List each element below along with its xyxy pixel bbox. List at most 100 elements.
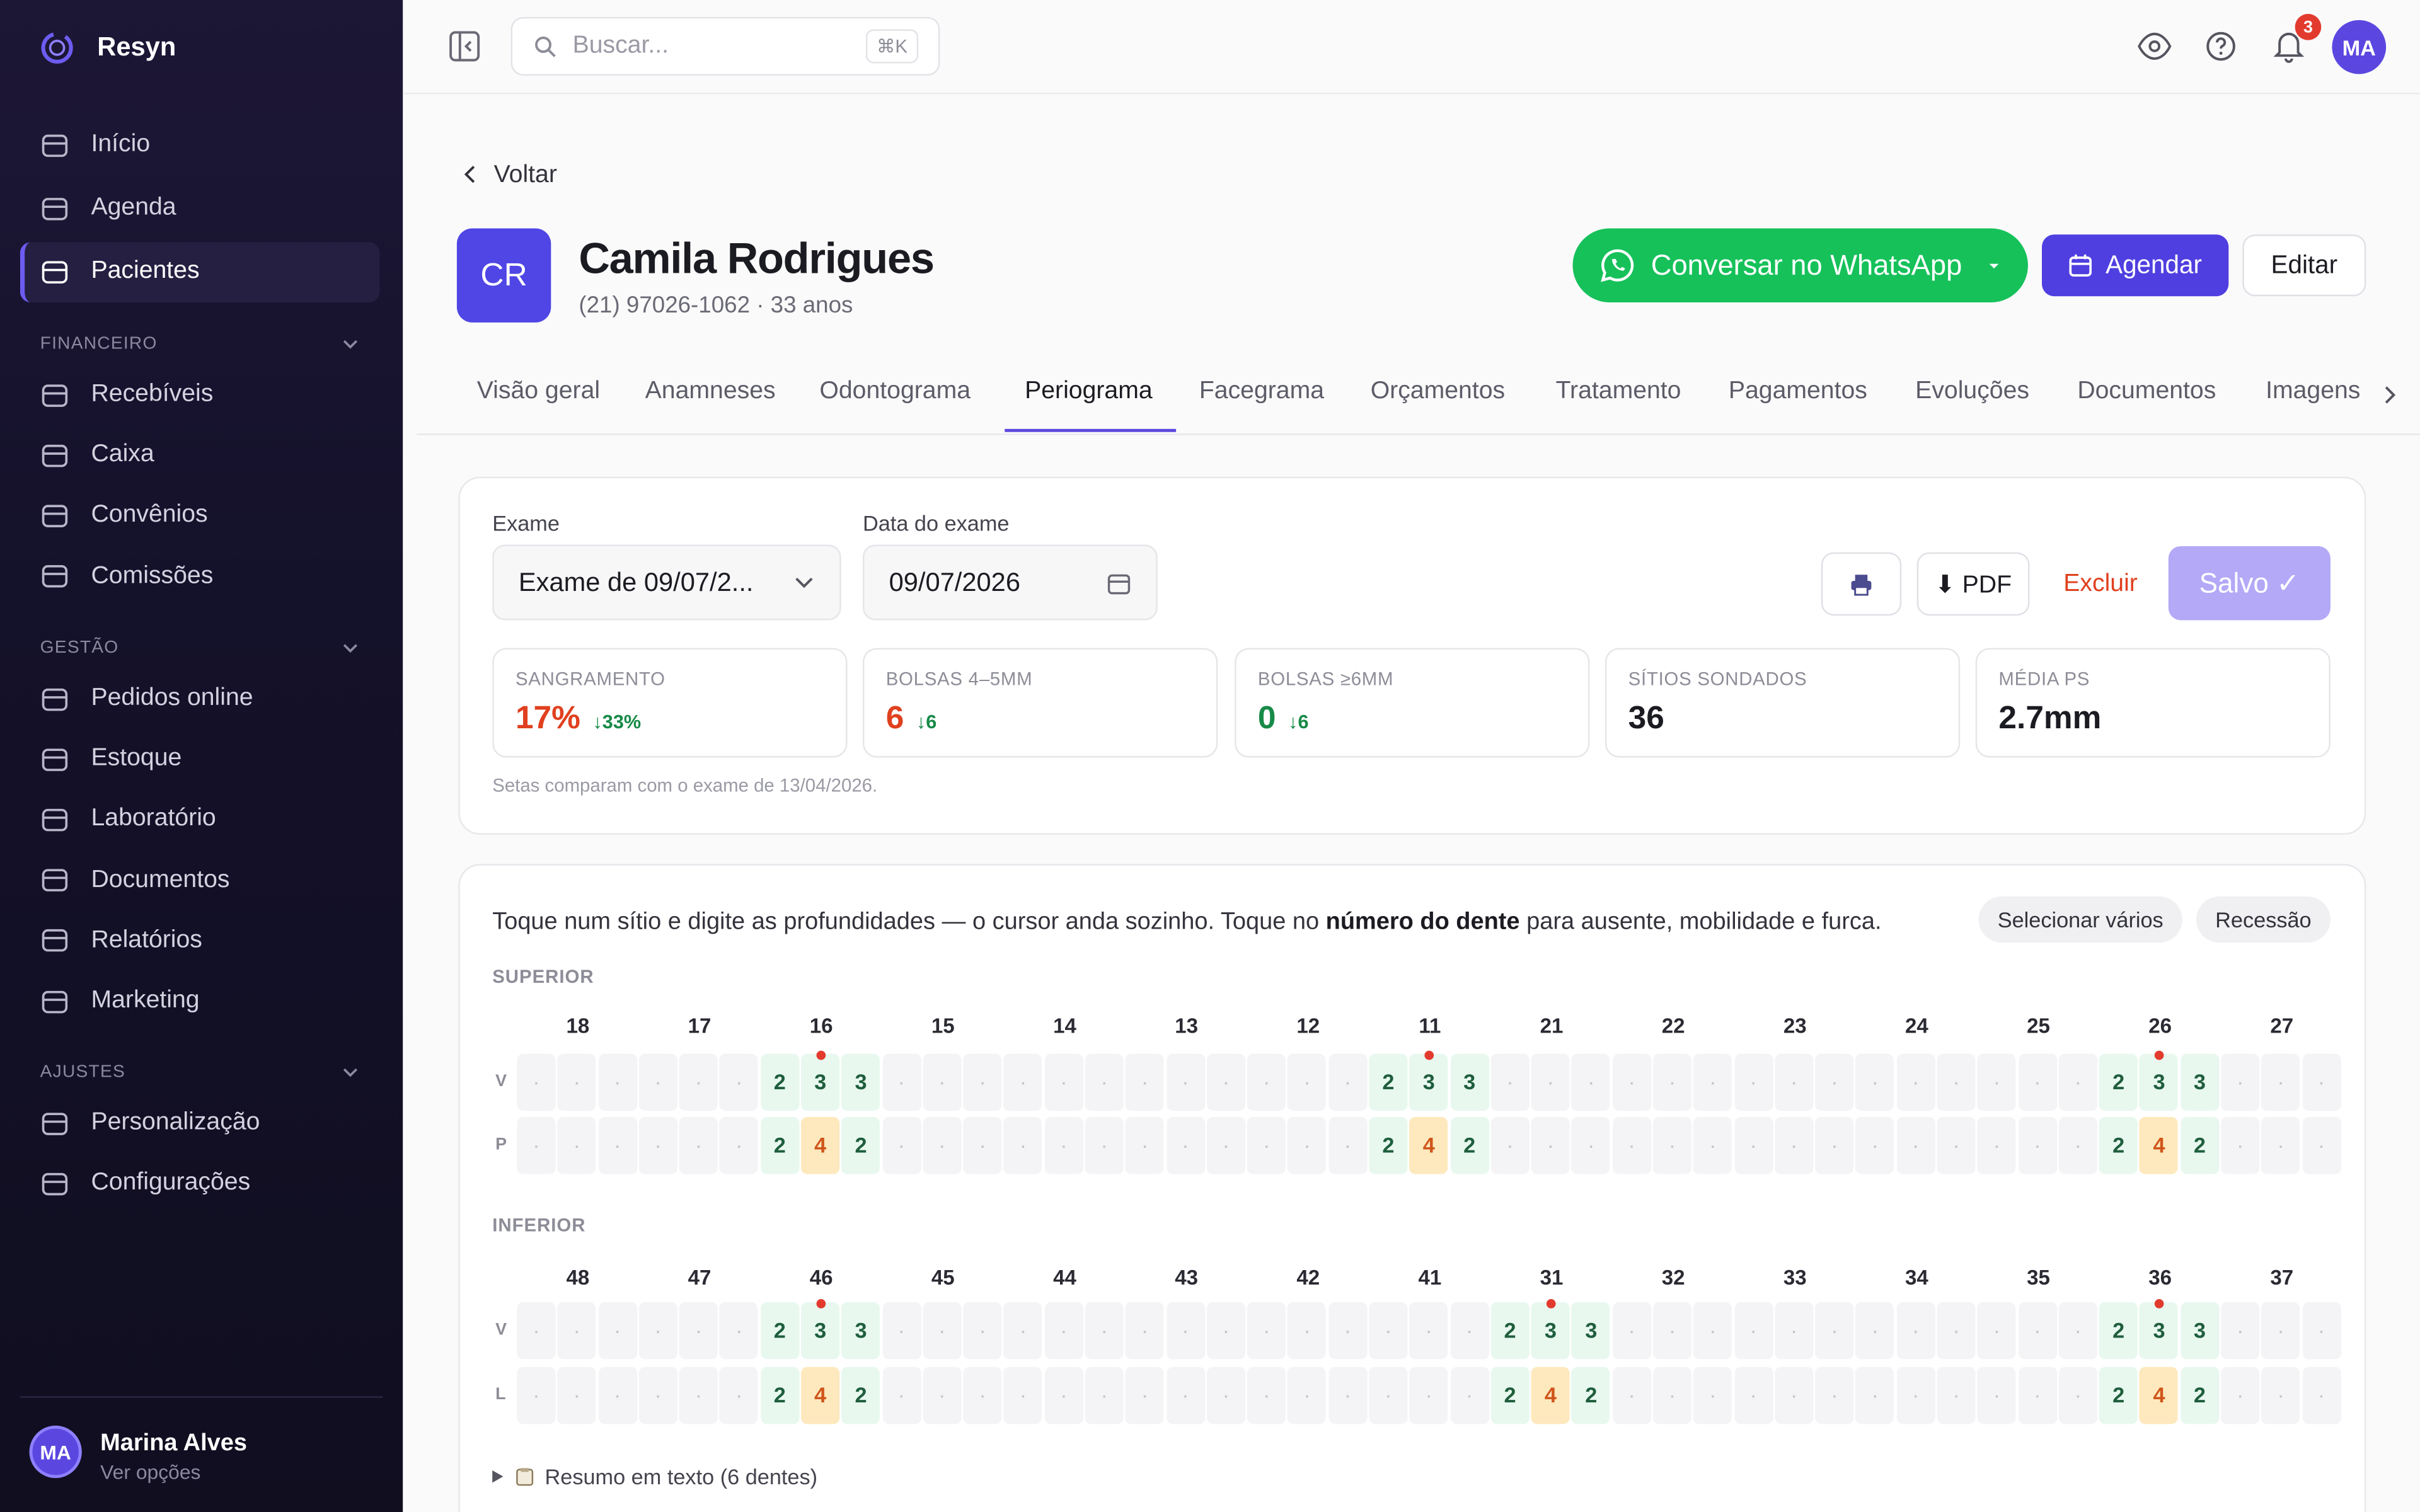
probing-site[interactable] <box>923 1053 962 1111</box>
probing-site[interactable] <box>963 1053 1002 1111</box>
probing-site[interactable] <box>1531 1053 1570 1111</box>
probing-site[interactable] <box>1896 1116 1935 1174</box>
probing-site[interactable] <box>1369 1301 1408 1359</box>
nav-item[interactable]: Personalização <box>40 1106 260 1140</box>
tab[interactable]: Orçamentos <box>1370 378 1506 404</box>
probing-site[interactable]: 4 <box>2140 1366 2179 1424</box>
nav-item[interactable]: Início <box>40 128 150 162</box>
probing-site[interactable] <box>1612 1116 1651 1174</box>
probing-site[interactable] <box>638 1053 677 1111</box>
probing-site[interactable] <box>1085 1053 1124 1111</box>
nav-item[interactable]: Convênios <box>40 499 208 533</box>
probing-site[interactable] <box>882 1366 921 1424</box>
tooth-number[interactable]: 48 <box>566 1266 590 1290</box>
tab[interactable]: Pagamentos <box>1728 378 1867 404</box>
exam-select[interactable]: Exame de 09/07/2... <box>492 544 841 621</box>
probing-site[interactable]: 2 <box>2099 1053 2138 1111</box>
probing-site[interactable] <box>1247 1366 1286 1424</box>
probing-site[interactable] <box>1734 1301 1773 1359</box>
probing-site[interactable] <box>679 1116 718 1174</box>
tooth-number[interactable]: 44 <box>1053 1266 1076 1290</box>
saved-button[interactable]: Salvo ✓ <box>2168 546 2331 621</box>
probing-site[interactable] <box>1166 1053 1205 1111</box>
select-multiple-button[interactable]: Selecionar vários <box>1978 896 2182 943</box>
probing-site[interactable] <box>2058 1053 2097 1111</box>
probing-site[interactable] <box>1450 1366 1489 1424</box>
probing-site[interactable] <box>1409 1366 1448 1424</box>
probing-site[interactable] <box>1166 1301 1205 1359</box>
summary-toggle[interactable]: Resumo em texto (6 dentes) <box>544 1464 818 1489</box>
tooth-number[interactable]: 17 <box>688 1014 712 1038</box>
probing-site[interactable] <box>923 1301 962 1359</box>
probing-site[interactable] <box>1490 1116 1530 1174</box>
probing-site[interactable] <box>1815 1116 1854 1174</box>
probing-site[interactable] <box>963 1366 1002 1424</box>
probing-site[interactable]: 3 <box>2180 1301 2220 1359</box>
probing-site[interactable] <box>1328 1053 1368 1111</box>
probing-site[interactable] <box>923 1116 962 1174</box>
probing-site[interactable] <box>2302 1053 2341 1111</box>
probing-site[interactable] <box>1855 1301 1895 1359</box>
tooth-number[interactable]: 12 <box>1296 1014 1320 1038</box>
search-box[interactable]: Buscar... ⌘K <box>510 16 940 76</box>
probing-site[interactable]: 3 <box>1450 1053 1489 1111</box>
probing-site[interactable] <box>638 1116 677 1174</box>
probing-site[interactable] <box>2058 1116 2097 1174</box>
section-collapse[interactable] <box>341 642 359 655</box>
probing-site[interactable] <box>1450 1301 1489 1359</box>
tooth-number[interactable]: 23 <box>1783 1014 1807 1038</box>
tab[interactable]: Anamneses <box>645 378 776 404</box>
probing-site[interactable] <box>2058 1301 2097 1359</box>
probing-site[interactable] <box>557 1053 596 1111</box>
probing-site[interactable] <box>1693 1053 1732 1111</box>
nav-item[interactable]: Caixa <box>40 438 154 472</box>
probing-site[interactable]: 2 <box>1369 1116 1408 1174</box>
user-avatar[interactable]: MA <box>29 1425 82 1479</box>
edit-button[interactable]: Editar <box>2242 234 2366 297</box>
probing-site[interactable] <box>1693 1116 1732 1174</box>
nav-item[interactable]: Estoque <box>40 742 182 776</box>
probing-site[interactable] <box>1815 1053 1854 1111</box>
probing-site[interactable]: 2 <box>760 1301 799 1359</box>
probing-site[interactable] <box>1693 1366 1732 1424</box>
probing-site[interactable] <box>1612 1301 1651 1359</box>
date-input[interactable]: 09/07/2026 <box>862 544 1158 621</box>
probing-site[interactable] <box>1003 1053 1043 1111</box>
probing-site[interactable] <box>1977 1366 2017 1424</box>
probing-site[interactable]: 4 <box>1409 1116 1448 1174</box>
probing-site[interactable]: 2 <box>841 1366 880 1424</box>
probing-site[interactable]: 2 <box>1369 1053 1408 1111</box>
probing-site[interactable] <box>1126 1366 1165 1424</box>
probing-site[interactable] <box>1044 1366 1083 1424</box>
tabs-scroll-right[interactable] <box>2380 382 2398 407</box>
nav-item[interactable]: Configurações <box>40 1167 250 1201</box>
probing-site[interactable] <box>1409 1301 1448 1359</box>
schedule-button[interactable]: Agendar <box>2042 234 2229 297</box>
tooth-number[interactable]: 43 <box>1175 1266 1199 1290</box>
probing-site[interactable] <box>882 1116 921 1174</box>
probing-site[interactable] <box>1572 1116 1611 1174</box>
probing-site[interactable] <box>720 1301 759 1359</box>
probing-site[interactable] <box>2221 1301 2260 1359</box>
summary-icons[interactable] <box>491 1467 537 1486</box>
probing-site[interactable] <box>2058 1366 2097 1424</box>
tab[interactable]: Periograma <box>1025 378 1153 404</box>
probing-site[interactable] <box>1369 1366 1408 1424</box>
probing-site[interactable]: 2 <box>760 1053 799 1111</box>
probing-site[interactable] <box>2018 1366 2057 1424</box>
probing-site[interactable] <box>1206 1116 1246 1174</box>
probing-site[interactable] <box>1328 1366 1368 1424</box>
probing-site[interactable] <box>2261 1366 2300 1424</box>
probing-site[interactable] <box>1652 1053 1692 1111</box>
probing-site[interactable] <box>1775 1053 1814 1111</box>
probing-site[interactable]: 3 <box>801 1301 840 1359</box>
probing-site[interactable]: 3 <box>2180 1053 2220 1111</box>
probing-site[interactable] <box>1937 1053 1976 1111</box>
probing-site[interactable] <box>557 1116 596 1174</box>
probing-site[interactable] <box>1734 1116 1773 1174</box>
probing-site[interactable]: 2 <box>760 1116 799 1174</box>
tooth-number[interactable]: 26 <box>2148 1014 2172 1038</box>
tooth-number[interactable]: 45 <box>931 1266 955 1290</box>
probing-site[interactable] <box>557 1301 596 1359</box>
probing-site[interactable] <box>1652 1116 1692 1174</box>
